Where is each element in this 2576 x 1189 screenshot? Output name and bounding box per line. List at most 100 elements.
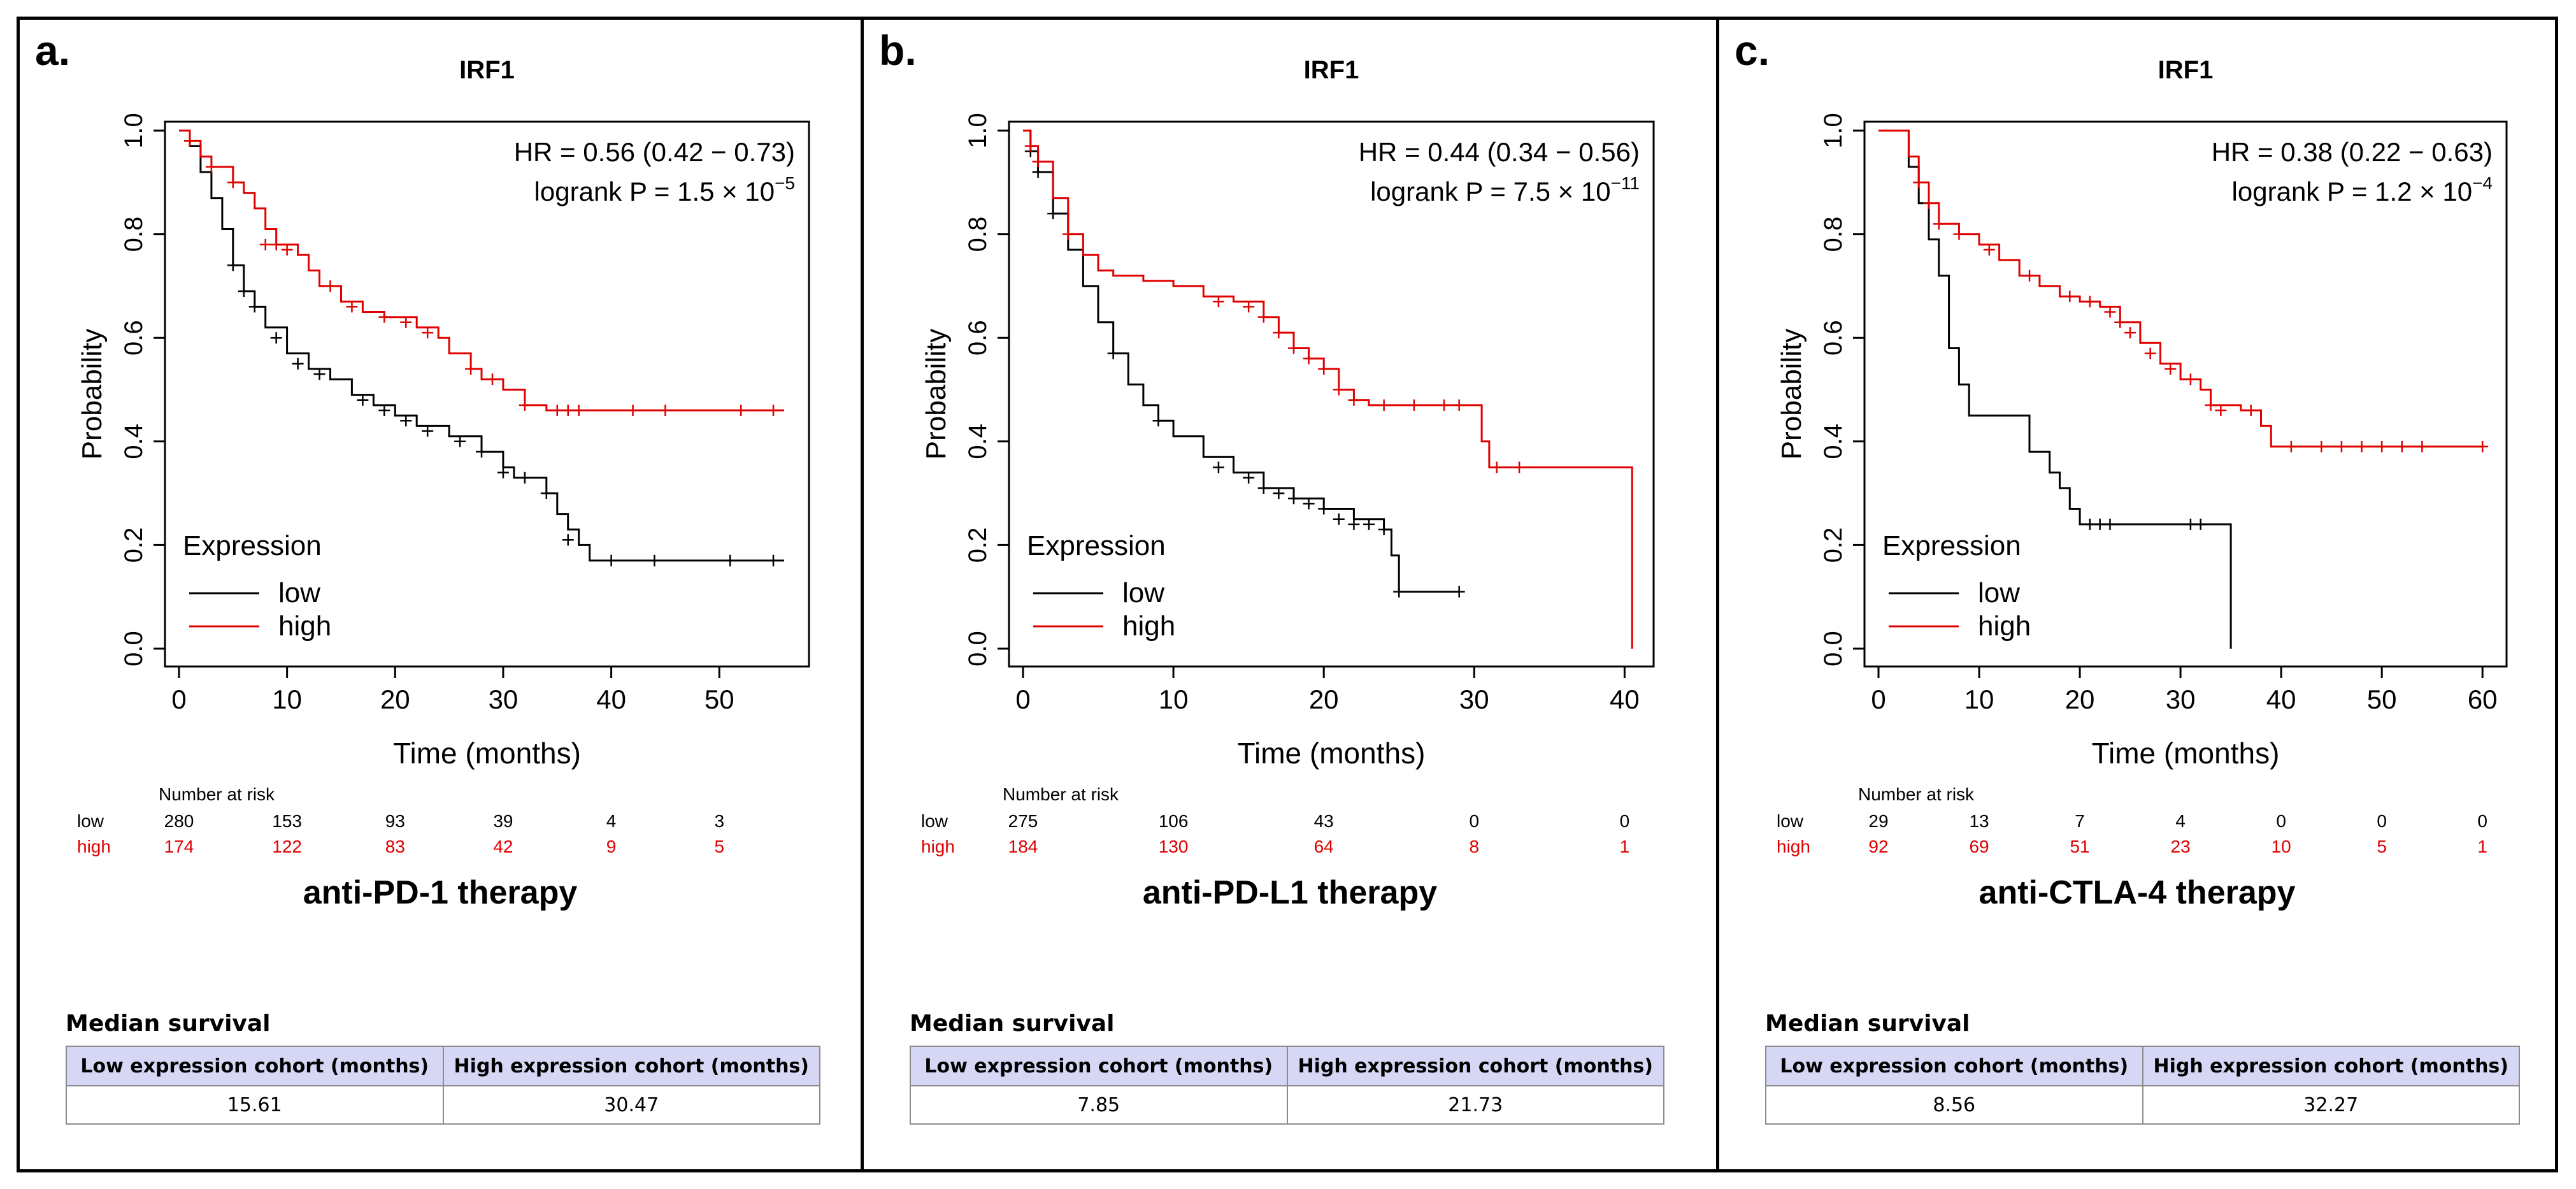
y-tick-label: 0.4 — [1819, 424, 1847, 459]
median-survival-label: Median survival — [1765, 1011, 1970, 1037]
censor-mark-low — [292, 357, 304, 370]
censor-mark-high — [1923, 197, 1935, 209]
y-tick-label: 0.4 — [120, 424, 148, 459]
legend-label-high: high — [1978, 610, 2031, 642]
censor-mark-low — [378, 405, 390, 417]
censor-mark-high — [1913, 177, 1925, 189]
censor-mark-high — [1318, 363, 1330, 375]
survival-curve-high — [179, 129, 784, 412]
survival-plot: IRF1 0.0 0.2 0.4 0.6 0.8 1.0 Probability 0 10 20 30… — [76, 56, 810, 856]
median-header-high: High expression cohort (months) — [442, 1046, 820, 1086]
hazard-ratio-text: HR = 0.38 (0.22 − 0.63) — [2212, 137, 2493, 167]
censor-mark-high — [281, 243, 293, 256]
censor-mark-low — [1243, 472, 1255, 484]
median-header-low: Low expression cohort (months) — [1765, 1046, 2143, 1086]
censor-mark-low — [540, 487, 552, 500]
censor-mark-low — [400, 415, 412, 427]
censor-mark-high — [1062, 228, 1074, 240]
x-tick-label: 30 — [1459, 684, 1489, 714]
censor-mark-low — [1212, 461, 1224, 473]
censor-mark-high — [1257, 311, 1270, 323]
risk-count-low: 4 — [2175, 811, 2186, 831]
censor-mark-high — [1303, 352, 1315, 364]
survival-curve-high — [1023, 129, 1633, 649]
risk-count-low: 106 — [1159, 811, 1189, 831]
censor-mark-low — [357, 394, 369, 406]
censor-mark-high — [2024, 270, 2036, 282]
y-tick-label: 0.0 — [120, 631, 148, 667]
censor-mark-high — [1333, 384, 1345, 396]
x-tick-label: 40 — [1610, 684, 1640, 714]
risk-count-low: 43 — [1314, 811, 1334, 831]
risk-row-label-high: high — [1777, 837, 1810, 856]
therapy-title: anti-PD-L1 therapy — [1142, 874, 1438, 911]
y-tick-label: 1.0 — [120, 113, 148, 148]
x-tick-label: 20 — [1309, 684, 1339, 714]
risk-count-low: 280 — [164, 811, 194, 831]
censor-mark-high — [2285, 440, 2297, 452]
risk-count-low: 7 — [2075, 811, 2085, 831]
hazard-ratio-text: HR = 0.44 (0.34 − 0.56) — [1359, 137, 1640, 167]
censor-mark-high — [1378, 399, 1390, 411]
legend-label-high: high — [278, 610, 331, 642]
censor-mark-high — [1212, 296, 1224, 308]
risk-count-high: 174 — [164, 837, 194, 856]
censor-mark-high — [465, 363, 477, 375]
censor-mark-low — [227, 259, 239, 271]
censor-mark-high — [270, 238, 282, 250]
censor-mark-low — [454, 435, 466, 447]
risk-count-high: 8 — [1470, 837, 1480, 856]
censor-mark-low — [497, 466, 509, 479]
hazard-ratio-text: HR = 0.56 (0.42 − 0.73) — [514, 137, 795, 167]
censor-mark-low — [1333, 513, 1345, 525]
censor-mark-low — [2094, 518, 2106, 530]
panel-letter: a. — [35, 27, 71, 74]
censor-mark-high — [2205, 399, 2217, 411]
median-header-high: High expression cohort (months) — [2142, 1046, 2520, 1086]
censor-mark-high — [1453, 399, 1465, 411]
y-tick-label: 0.6 — [1819, 320, 1847, 356]
median-value-low: 8.56 — [1765, 1085, 2143, 1125]
censor-mark-high — [1032, 155, 1044, 168]
x-tick-label: 40 — [2266, 684, 2296, 714]
risk-count-low: 0 — [2477, 811, 2487, 831]
censor-mark-low — [248, 301, 261, 313]
censor-mark-low — [313, 368, 326, 380]
risk-count-high: 9 — [606, 837, 617, 856]
censor-mark-high — [1438, 399, 1450, 411]
censor-mark-low — [2184, 518, 2196, 530]
survival-curve-low — [1878, 129, 2232, 649]
censor-mark-low — [562, 534, 574, 546]
x-tick-label: 10 — [1964, 684, 1994, 714]
censor-mark-high — [1408, 399, 1420, 411]
censor-mark-high — [324, 280, 336, 292]
censor-mark-high — [1024, 140, 1036, 152]
risk-count-high: 51 — [2070, 837, 2089, 856]
censor-mark-high — [2335, 440, 2347, 452]
panel-divider — [861, 17, 864, 1172]
median-header-low: Low expression cohort (months) — [910, 1046, 1288, 1086]
risk-count-low: 13 — [1969, 811, 1989, 831]
x-tick-label: 50 — [705, 684, 734, 714]
censor-mark-low — [1318, 503, 1330, 515]
censor-mark-high — [2084, 296, 2096, 308]
survival-curve-low — [1023, 129, 1459, 593]
risk-row-label-low: low — [1777, 811, 1804, 831]
median-value-low: 15.61 — [66, 1085, 444, 1125]
censor-mark-high — [1983, 243, 1995, 256]
gene-title: IRF1 — [459, 56, 515, 84]
censor-mark-low — [270, 332, 282, 344]
x-tick-label: 60 — [2468, 684, 2498, 714]
risk-count-low: 93 — [385, 811, 405, 831]
risk-count-high: 23 — [2171, 837, 2191, 856]
x-tick-label: 40 — [596, 684, 626, 714]
risk-count-high: 92 — [1868, 837, 1888, 856]
figure-frame — [17, 17, 2558, 1172]
censor-mark-low — [1152, 415, 1164, 427]
censor-mark-low — [476, 446, 488, 458]
risk-count-high: 130 — [1159, 837, 1189, 856]
censor-mark-low — [1257, 482, 1270, 494]
censor-mark-high — [422, 327, 434, 339]
median-survival-label: Median survival — [910, 1011, 1115, 1037]
censor-mark-low — [1047, 208, 1059, 220]
